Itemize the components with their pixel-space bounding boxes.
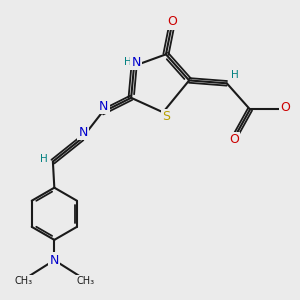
Text: N: N	[132, 56, 141, 69]
Text: H: H	[124, 57, 132, 68]
Text: H: H	[231, 70, 239, 80]
Text: S: S	[163, 110, 170, 123]
Text: H: H	[40, 154, 48, 164]
Text: CH₃: CH₃	[14, 276, 32, 286]
Text: N: N	[50, 254, 59, 267]
Text: N: N	[99, 100, 109, 113]
Text: O: O	[229, 134, 239, 146]
Text: O: O	[167, 15, 177, 28]
Text: CH₃: CH₃	[76, 276, 94, 286]
Text: O: O	[280, 100, 290, 114]
Text: N: N	[78, 126, 88, 139]
